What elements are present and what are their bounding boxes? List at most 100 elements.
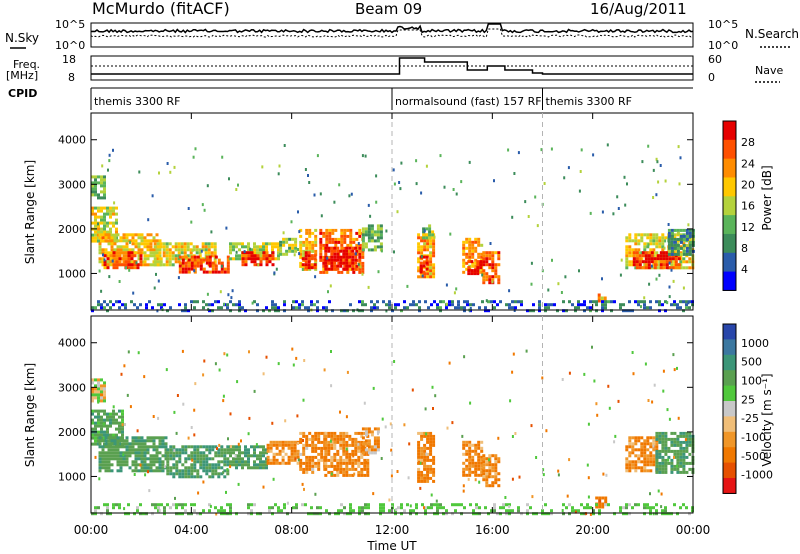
heatmap-cell — [375, 174, 378, 178]
heatmap-cell — [508, 505, 511, 509]
heatmap-cell — [235, 457, 238, 461]
heatmap-cell — [256, 251, 259, 255]
heatmap-cell — [406, 306, 409, 310]
heatmap-cell — [328, 240, 332, 244]
heatmap-cell — [653, 257, 657, 261]
heatmap-cell — [159, 260, 163, 264]
heatmap-cell — [361, 270, 365, 274]
heatmap-cell — [166, 309, 169, 313]
heatmap-cell — [370, 224, 374, 228]
heatmap-cell — [290, 440, 294, 444]
heatmap-cell — [320, 449, 324, 453]
heatmap-cell — [152, 248, 156, 252]
heatmap-cell — [336, 246, 340, 250]
heatmap-cell — [648, 282, 651, 286]
heatmap-cell — [103, 212, 106, 216]
heatmap-cell — [403, 423, 406, 427]
heatmap-cell — [339, 434, 343, 438]
heatmap-cell — [238, 248, 241, 252]
heatmap-cell — [211, 264, 215, 268]
heatmap-cell — [158, 457, 162, 461]
heatmap-cell — [122, 460, 126, 464]
heatmap-cell — [333, 261, 337, 265]
heatmap-cell — [134, 242, 138, 246]
heatmap-cell — [205, 270, 209, 274]
velocity-colorbar-label: Velocity [m s⁻¹] — [760, 373, 774, 466]
heatmap-cell — [468, 237, 472, 241]
heatmap-cell — [122, 233, 126, 237]
heatmap-cell — [652, 457, 656, 461]
heatmap-cell — [646, 454, 650, 458]
heatmap-cell — [235, 463, 238, 467]
heatmap-cell — [91, 421, 94, 425]
heatmap-cell — [610, 300, 613, 304]
heatmap-cell — [688, 240, 692, 244]
heatmap-cell — [199, 454, 203, 458]
heatmap-cell — [376, 427, 380, 431]
heatmap-cell — [256, 457, 259, 461]
heatmap-cell — [112, 209, 115, 213]
heatmap-cell — [670, 228, 674, 232]
heatmap-cell — [225, 490, 227, 494]
heatmap-cell — [181, 264, 185, 268]
freq-panel: Freq. [MHz] 18 8 60 0 Nave — [6, 53, 783, 84]
heatmap-cell — [94, 390, 97, 394]
heatmap-cell — [314, 464, 318, 468]
heatmap-cell — [110, 242, 114, 246]
heatmap-cell — [196, 300, 199, 304]
heatmap-cell — [272, 452, 276, 456]
heatmap-cell — [676, 443, 680, 447]
heatmap-cell — [635, 263, 639, 267]
heatmap-cell — [502, 506, 505, 510]
beam-title: Beam 09 — [355, 0, 422, 18]
heatmap-cell — [688, 234, 692, 238]
heatmap-cell — [123, 364, 126, 368]
heatmap-cell — [122, 236, 126, 240]
heatmap-cell — [112, 433, 115, 437]
heatmap-cell — [340, 246, 344, 250]
heatmap-cell — [217, 270, 221, 274]
heatmap-cell — [130, 263, 134, 267]
heatmap-cell — [429, 476, 433, 480]
heatmap-cell — [365, 461, 368, 464]
heatmap-cell — [227, 437, 229, 441]
heatmap-cell — [422, 227, 426, 231]
heatmap-cell — [217, 460, 221, 464]
heatmap-cell — [526, 509, 529, 513]
heatmap-cell — [493, 509, 496, 513]
heatmap-cell — [98, 451, 102, 455]
heatmap-cell — [673, 237, 677, 241]
heatmap-cell — [104, 236, 108, 240]
heatmap-cell — [208, 466, 212, 470]
heatmap-cell — [409, 504, 412, 508]
heatmap-cell — [485, 481, 489, 485]
heatmap-cell — [432, 266, 436, 270]
heatmap-cell — [631, 239, 635, 243]
heatmap-cell — [423, 272, 427, 276]
heatmap-cell — [140, 436, 144, 440]
heatmap-cell — [279, 240, 283, 244]
heatmap-cell — [149, 469, 153, 473]
heatmap-cell — [234, 454, 237, 458]
heatmap-cell — [561, 378, 564, 381]
heatmap-cell — [688, 443, 692, 447]
heatmap-cell — [97, 424, 100, 428]
heatmap-cell — [338, 183, 341, 187]
noise-search-trace — [90, 28, 694, 38]
heatmap-cell — [137, 451, 141, 455]
heatmap-cell — [314, 446, 318, 450]
heatmap-cell — [340, 243, 344, 247]
heatmap-cell — [294, 240, 298, 244]
heatmap-cell — [152, 448, 156, 452]
heatmap-cell — [505, 503, 508, 507]
heatmap-cell — [113, 248, 117, 252]
heatmap-cell — [420, 461, 424, 465]
heatmap-cell — [253, 254, 257, 258]
heatmap-cell — [673, 467, 677, 471]
heatmap-cell — [140, 445, 144, 449]
heatmap-cell — [91, 381, 94, 385]
heatmap-cell — [128, 451, 132, 455]
heatmap-cell — [311, 443, 315, 447]
heatmap-cell — [253, 503, 256, 507]
heatmap-cell — [153, 260, 157, 264]
